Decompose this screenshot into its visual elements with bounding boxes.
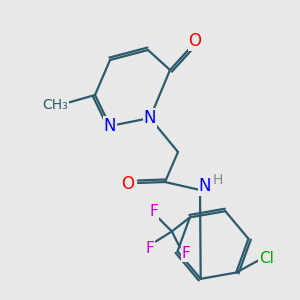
Text: F: F — [149, 204, 158, 219]
Text: H: H — [213, 173, 223, 187]
Text: N: N — [144, 109, 156, 127]
Text: F: F — [146, 241, 154, 256]
Text: F: F — [182, 246, 190, 261]
Text: O: O — [188, 32, 202, 50]
Text: O: O — [122, 175, 134, 193]
Text: CH₃: CH₃ — [42, 98, 68, 112]
Text: N: N — [104, 117, 116, 135]
Text: Cl: Cl — [259, 251, 274, 266]
Text: N: N — [199, 177, 211, 195]
